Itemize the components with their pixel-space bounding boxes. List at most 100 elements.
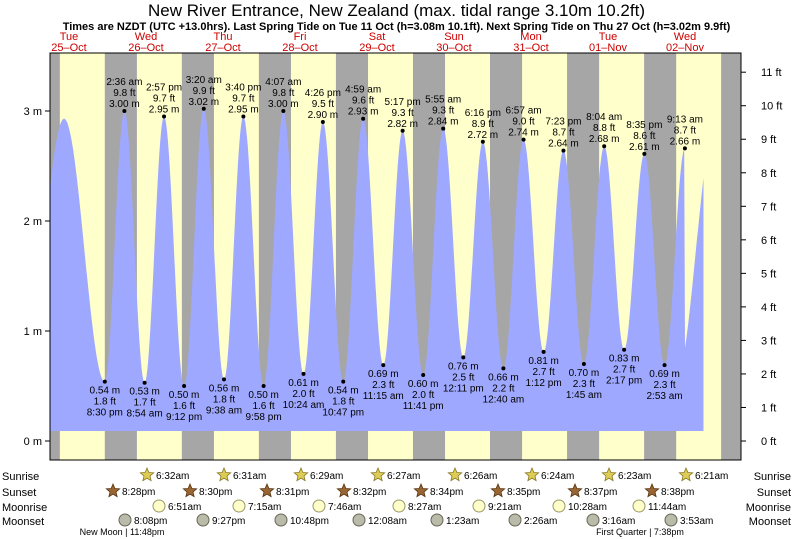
day-of-week: Mon bbox=[520, 31, 541, 43]
high-tide-feet: 9.0 ft bbox=[512, 117, 534, 128]
sunrise-icon bbox=[447, 466, 463, 482]
sunrise-icon bbox=[370, 466, 386, 482]
low-tide-meters: 0.61 m bbox=[288, 378, 319, 389]
day-of-week: Wed bbox=[674, 31, 696, 43]
high-tide-point bbox=[201, 106, 206, 111]
moonset-time: 3:16am bbox=[602, 516, 635, 527]
sunset-time: 8:28pm bbox=[122, 487, 155, 498]
low-tide-feet: 1.6 ft bbox=[173, 401, 195, 412]
high-tide-feet: 9.5 ft bbox=[312, 99, 334, 110]
row-label-left: Moonset bbox=[2, 516, 44, 528]
chart-title: New River Entrance, New Zealand (max. ti… bbox=[147, 1, 645, 20]
high-tide-point bbox=[682, 146, 687, 151]
low-tide-time: 8:30 pm bbox=[87, 408, 123, 419]
high-tide-time: 4:26 pm bbox=[305, 88, 341, 99]
row-label-right: Moonset bbox=[749, 516, 791, 528]
low-tide-point bbox=[182, 384, 187, 388]
moonrise-icon bbox=[472, 499, 486, 513]
sunrise-icon bbox=[293, 466, 309, 482]
day-date: 25–Oct bbox=[51, 42, 86, 54]
high-tide-meters: 2.93 m bbox=[348, 107, 379, 118]
y-tick-label-ft: 10 ft bbox=[761, 101, 782, 113]
moonset-icon bbox=[352, 513, 366, 527]
low-tide-feet: 2.7 ft bbox=[532, 367, 554, 378]
high-tide-point bbox=[561, 148, 566, 153]
high-tide-feet: 9.7 ft bbox=[232, 94, 254, 105]
day-date: 31–Oct bbox=[513, 42, 548, 54]
sunrise-time: 6:32am bbox=[156, 471, 189, 482]
low-tide-point bbox=[221, 377, 226, 382]
low-tide-point bbox=[301, 371, 306, 376]
low-tide-meters: 0.83 m bbox=[609, 354, 640, 365]
y-tick-label-ft: 2 ft bbox=[761, 369, 776, 381]
high-tide-point bbox=[480, 139, 485, 144]
y-tick-label-m: 1 m bbox=[24, 326, 42, 338]
high-tide-feet: 9.8 ft bbox=[113, 88, 135, 99]
low-tide-point bbox=[662, 363, 667, 368]
high-tide-point bbox=[361, 116, 366, 121]
sunrise-icon bbox=[216, 466, 232, 482]
low-tide-feet: 2.3 ft bbox=[372, 380, 394, 391]
high-tide-time: 2:57 pm bbox=[146, 83, 182, 94]
high-tide-point bbox=[122, 109, 127, 113]
day-date: 02–Nov bbox=[666, 42, 704, 54]
sunrise-time: 6:29am bbox=[310, 471, 343, 482]
y-tick-label-m: 0 m bbox=[24, 436, 42, 448]
low-tide-feet: 2.3 ft bbox=[573, 379, 595, 390]
sunset-icon bbox=[567, 482, 583, 498]
low-tide-feet: 2.0 ft bbox=[292, 389, 314, 400]
high-tide-time: 3:20 am bbox=[186, 75, 222, 86]
y-tick-label-ft: 7 ft bbox=[761, 201, 776, 213]
low-tide-time: 9:38 am bbox=[206, 405, 242, 416]
moonset-time: 1:23am bbox=[446, 516, 479, 527]
day-date: 27–Oct bbox=[205, 42, 240, 54]
high-tide-time: 5:17 pm bbox=[385, 97, 421, 108]
day-date: 01–Nov bbox=[589, 42, 627, 54]
high-tide-feet: 9.6 ft bbox=[352, 96, 374, 107]
low-tide-time: 12:11 pm bbox=[443, 383, 484, 394]
day-of-week: Wed bbox=[135, 31, 157, 43]
high-tide-time: 8:04 am bbox=[586, 112, 622, 123]
high-tide-feet: 8.9 ft bbox=[472, 119, 494, 130]
high-tide-time: 4:59 am bbox=[345, 85, 381, 96]
high-tide-point bbox=[162, 114, 167, 119]
low-tide-time: 1:12 pm bbox=[526, 378, 562, 389]
moonset-time: 12:08am bbox=[368, 516, 407, 527]
high-tide-time: 4:07 am bbox=[265, 77, 301, 88]
high-tide-point bbox=[320, 120, 325, 124]
sunset-icon bbox=[644, 482, 660, 498]
high-tide-meters: 2.84 m bbox=[428, 117, 459, 128]
low-tide-feet: 1.6 ft bbox=[252, 401, 274, 412]
high-tide-point bbox=[602, 144, 607, 149]
high-tide-meters: 3.00 m bbox=[109, 99, 140, 110]
low-tide-time: 2:53 am bbox=[646, 391, 682, 402]
sunrise-time: 6:27am bbox=[387, 471, 420, 482]
moonrise-time: 11:44am bbox=[648, 502, 686, 513]
high-tide-meters: 2.95 m bbox=[149, 105, 180, 116]
high-tide-feet: 8.8 ft bbox=[593, 123, 615, 134]
high-tide-point bbox=[642, 151, 647, 156]
moonrise-icon bbox=[312, 499, 326, 513]
day-of-week: Sat bbox=[369, 31, 386, 43]
high-tide-meters: 2.72 m bbox=[468, 130, 499, 141]
low-tide-feet: 2.5 ft bbox=[452, 372, 474, 383]
day-of-week: Fri bbox=[294, 31, 307, 43]
moonrise-icon bbox=[552, 499, 566, 513]
low-tide-meters: 0.56 m bbox=[209, 383, 240, 394]
moonrise-time: 10:28am bbox=[568, 502, 607, 513]
moonset-time: 8:08pm bbox=[134, 516, 167, 527]
moonrise-icon bbox=[152, 499, 166, 513]
low-tide-meters: 0.60 m bbox=[408, 379, 439, 390]
low-tide-feet: 2.2 ft bbox=[492, 383, 514, 394]
low-tide-time: 11:15 am bbox=[363, 391, 404, 402]
sunrise-time: 6:23am bbox=[618, 471, 651, 482]
moonset-time: 9:27pm bbox=[212, 516, 245, 527]
y-tick-label-ft: 6 ft bbox=[761, 235, 776, 247]
low-tide-meters: 0.54 m bbox=[328, 386, 359, 397]
high-tide-feet: 8.6 ft bbox=[633, 131, 655, 142]
high-tide-time: 7:23 pm bbox=[545, 117, 581, 128]
low-tide-point bbox=[381, 363, 386, 368]
sunrise-time: 6:26am bbox=[464, 471, 497, 482]
low-tide-meters: 0.53 m bbox=[129, 387, 160, 398]
sunset-time: 8:37pm bbox=[584, 487, 617, 498]
